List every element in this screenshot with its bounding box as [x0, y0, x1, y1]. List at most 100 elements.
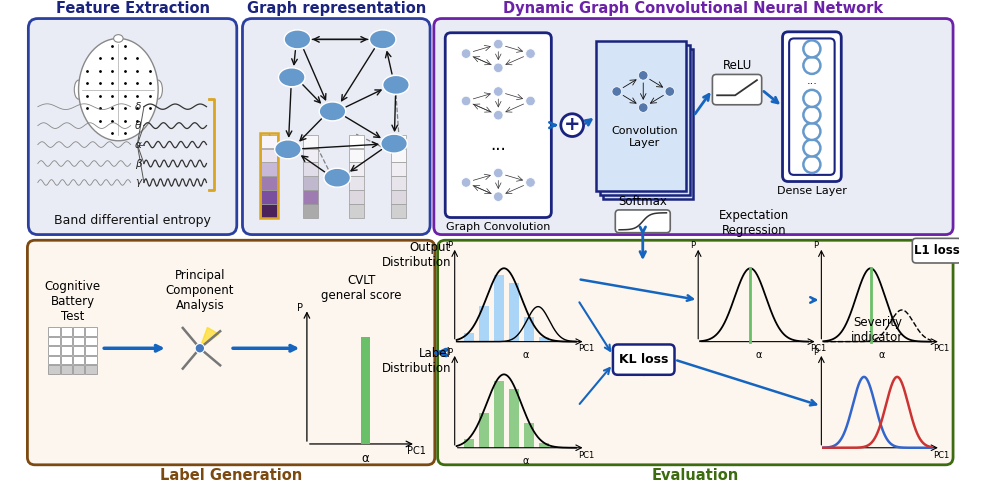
Circle shape — [561, 114, 584, 137]
Circle shape — [195, 343, 204, 353]
Text: α: α — [879, 350, 885, 360]
Bar — [361, 337, 371, 444]
Bar — [479, 306, 489, 341]
Bar — [391, 204, 406, 217]
Ellipse shape — [154, 80, 163, 99]
Text: P: P — [447, 242, 452, 251]
Bar — [85, 327, 97, 336]
Circle shape — [804, 106, 820, 124]
Bar — [349, 204, 364, 217]
FancyBboxPatch shape — [434, 18, 953, 235]
Circle shape — [494, 111, 503, 120]
FancyBboxPatch shape — [783, 32, 841, 182]
Ellipse shape — [370, 30, 396, 49]
Ellipse shape — [74, 80, 83, 99]
Circle shape — [612, 87, 621, 96]
Bar — [73, 356, 84, 364]
Bar — [261, 176, 277, 190]
Circle shape — [461, 178, 470, 187]
Bar — [261, 162, 277, 176]
Text: ReLU: ReLU — [723, 58, 751, 71]
Text: +: + — [564, 114, 581, 134]
Circle shape — [804, 57, 820, 74]
Text: Softmax: Softmax — [618, 195, 668, 208]
Bar — [85, 365, 97, 374]
Text: Output
Distribution: Output Distribution — [382, 241, 451, 269]
FancyBboxPatch shape — [438, 240, 953, 465]
Circle shape — [804, 140, 820, 156]
Circle shape — [639, 103, 648, 113]
Ellipse shape — [275, 140, 301, 159]
Bar — [509, 283, 519, 341]
Text: Cognitive
Battery
Test: Cognitive Battery Test — [44, 280, 101, 323]
Bar — [73, 346, 84, 355]
FancyBboxPatch shape — [243, 18, 430, 235]
Bar — [494, 382, 504, 448]
FancyBboxPatch shape — [28, 240, 435, 465]
Bar — [599, 45, 689, 195]
Bar — [261, 135, 277, 148]
Circle shape — [494, 40, 503, 49]
Bar — [85, 337, 97, 345]
Circle shape — [804, 156, 820, 173]
FancyBboxPatch shape — [29, 18, 237, 235]
Text: CVLT
general score: CVLT general score — [321, 274, 401, 302]
Circle shape — [804, 90, 820, 107]
Text: γ: γ — [135, 177, 141, 187]
Text: Label
Distribution: Label Distribution — [382, 347, 451, 375]
Bar — [349, 135, 364, 148]
Bar — [349, 148, 364, 162]
Ellipse shape — [284, 30, 311, 49]
Text: Severity
indicator: Severity indicator — [851, 315, 903, 343]
Bar — [48, 327, 59, 336]
Bar — [464, 439, 473, 448]
Text: P: P — [447, 348, 452, 356]
Text: Evaluation: Evaluation — [652, 468, 739, 483]
FancyBboxPatch shape — [912, 239, 961, 263]
Bar — [391, 190, 406, 204]
FancyBboxPatch shape — [789, 39, 834, 175]
Bar — [303, 176, 318, 190]
Text: δ: δ — [135, 101, 141, 112]
Bar — [603, 49, 693, 199]
Bar — [525, 424, 533, 448]
FancyBboxPatch shape — [446, 33, 551, 217]
Circle shape — [665, 87, 674, 96]
Text: PC1: PC1 — [934, 451, 950, 460]
Text: Feature Extraction: Feature Extraction — [55, 0, 210, 16]
Bar — [391, 162, 406, 176]
Polygon shape — [200, 327, 219, 348]
Bar — [464, 333, 473, 341]
Bar — [48, 346, 59, 355]
Bar — [60, 356, 72, 364]
Bar — [303, 190, 318, 204]
Text: KL loss: KL loss — [619, 353, 669, 366]
Text: PC1: PC1 — [934, 344, 950, 354]
Ellipse shape — [383, 75, 409, 94]
Text: α: α — [362, 452, 370, 465]
Text: P: P — [690, 242, 695, 251]
Circle shape — [461, 49, 470, 58]
Text: PC1: PC1 — [578, 451, 595, 460]
Bar — [261, 204, 277, 217]
FancyBboxPatch shape — [615, 210, 670, 233]
Text: Principal
Component
Analysis: Principal Component Analysis — [166, 269, 234, 313]
Ellipse shape — [319, 102, 346, 121]
Text: ...: ... — [490, 136, 506, 154]
Text: P: P — [297, 302, 303, 313]
Circle shape — [526, 178, 535, 187]
Bar — [60, 365, 72, 374]
Bar — [494, 275, 504, 341]
Bar — [85, 356, 97, 364]
Text: α: α — [755, 350, 762, 360]
Text: α: α — [135, 140, 142, 150]
Circle shape — [494, 63, 503, 72]
Circle shape — [526, 96, 535, 106]
Circle shape — [804, 41, 820, 57]
Text: Label Generation: Label Generation — [160, 468, 303, 483]
Bar — [261, 148, 277, 162]
Text: θ: θ — [135, 121, 141, 130]
Circle shape — [494, 168, 503, 178]
Text: Convolution
Layer: Convolution Layer — [611, 126, 678, 148]
Circle shape — [494, 87, 503, 96]
